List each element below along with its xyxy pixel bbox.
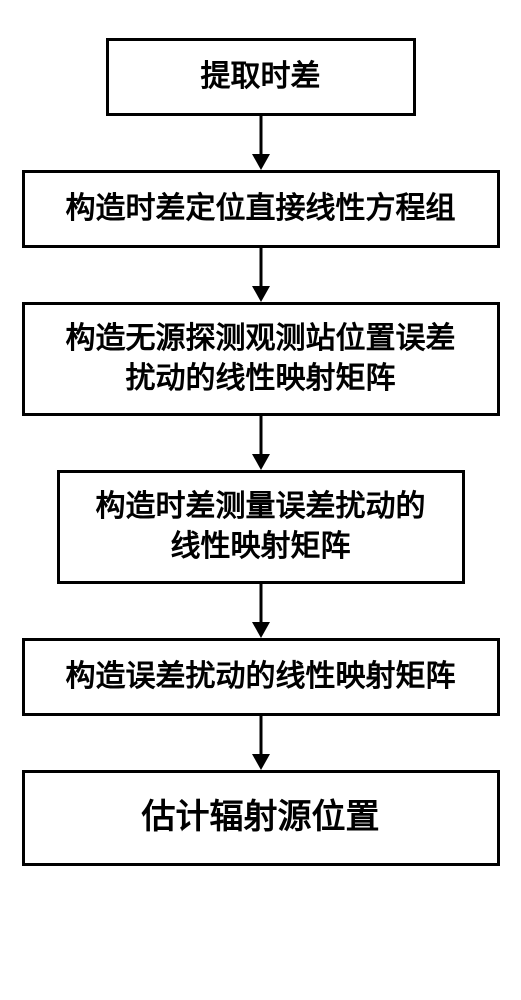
step-label: 构造时差定位直接线性方程组 <box>66 189 456 230</box>
step-node: 构造无源探测观测站位置误差扰动的线性映射矩阵 <box>22 302 500 416</box>
step-node: 提取时差 <box>106 38 416 116</box>
arrow-down-icon <box>246 248 276 302</box>
step-label: 构造时差测量误差扰动的线性映射矩阵 <box>96 487 426 568</box>
step-node: 构造误差扰动的线性映射矩阵 <box>22 638 500 716</box>
arrow-down-icon <box>246 416 276 470</box>
arrow-down-icon <box>246 116 276 170</box>
step-node: 估计辐射源位置 <box>22 770 500 866</box>
step-node: 构造时差定位直接线性方程组 <box>22 170 500 248</box>
step-label: 估计辐射源位置 <box>142 795 380 841</box>
flowchart-container: 提取时差 构造时差定位直接线性方程组 构造无源探测观测站位置误差扰动的线性映射矩… <box>0 0 521 1000</box>
step-label: 构造误差扰动的线性映射矩阵 <box>66 657 456 698</box>
arrow-down-icon <box>246 716 276 770</box>
step-label: 提取时差 <box>201 57 321 98</box>
step-node: 构造时差测量误差扰动的线性映射矩阵 <box>57 470 465 584</box>
step-label: 构造无源探测观测站位置误差扰动的线性映射矩阵 <box>66 319 456 400</box>
arrow-down-icon <box>246 584 276 638</box>
